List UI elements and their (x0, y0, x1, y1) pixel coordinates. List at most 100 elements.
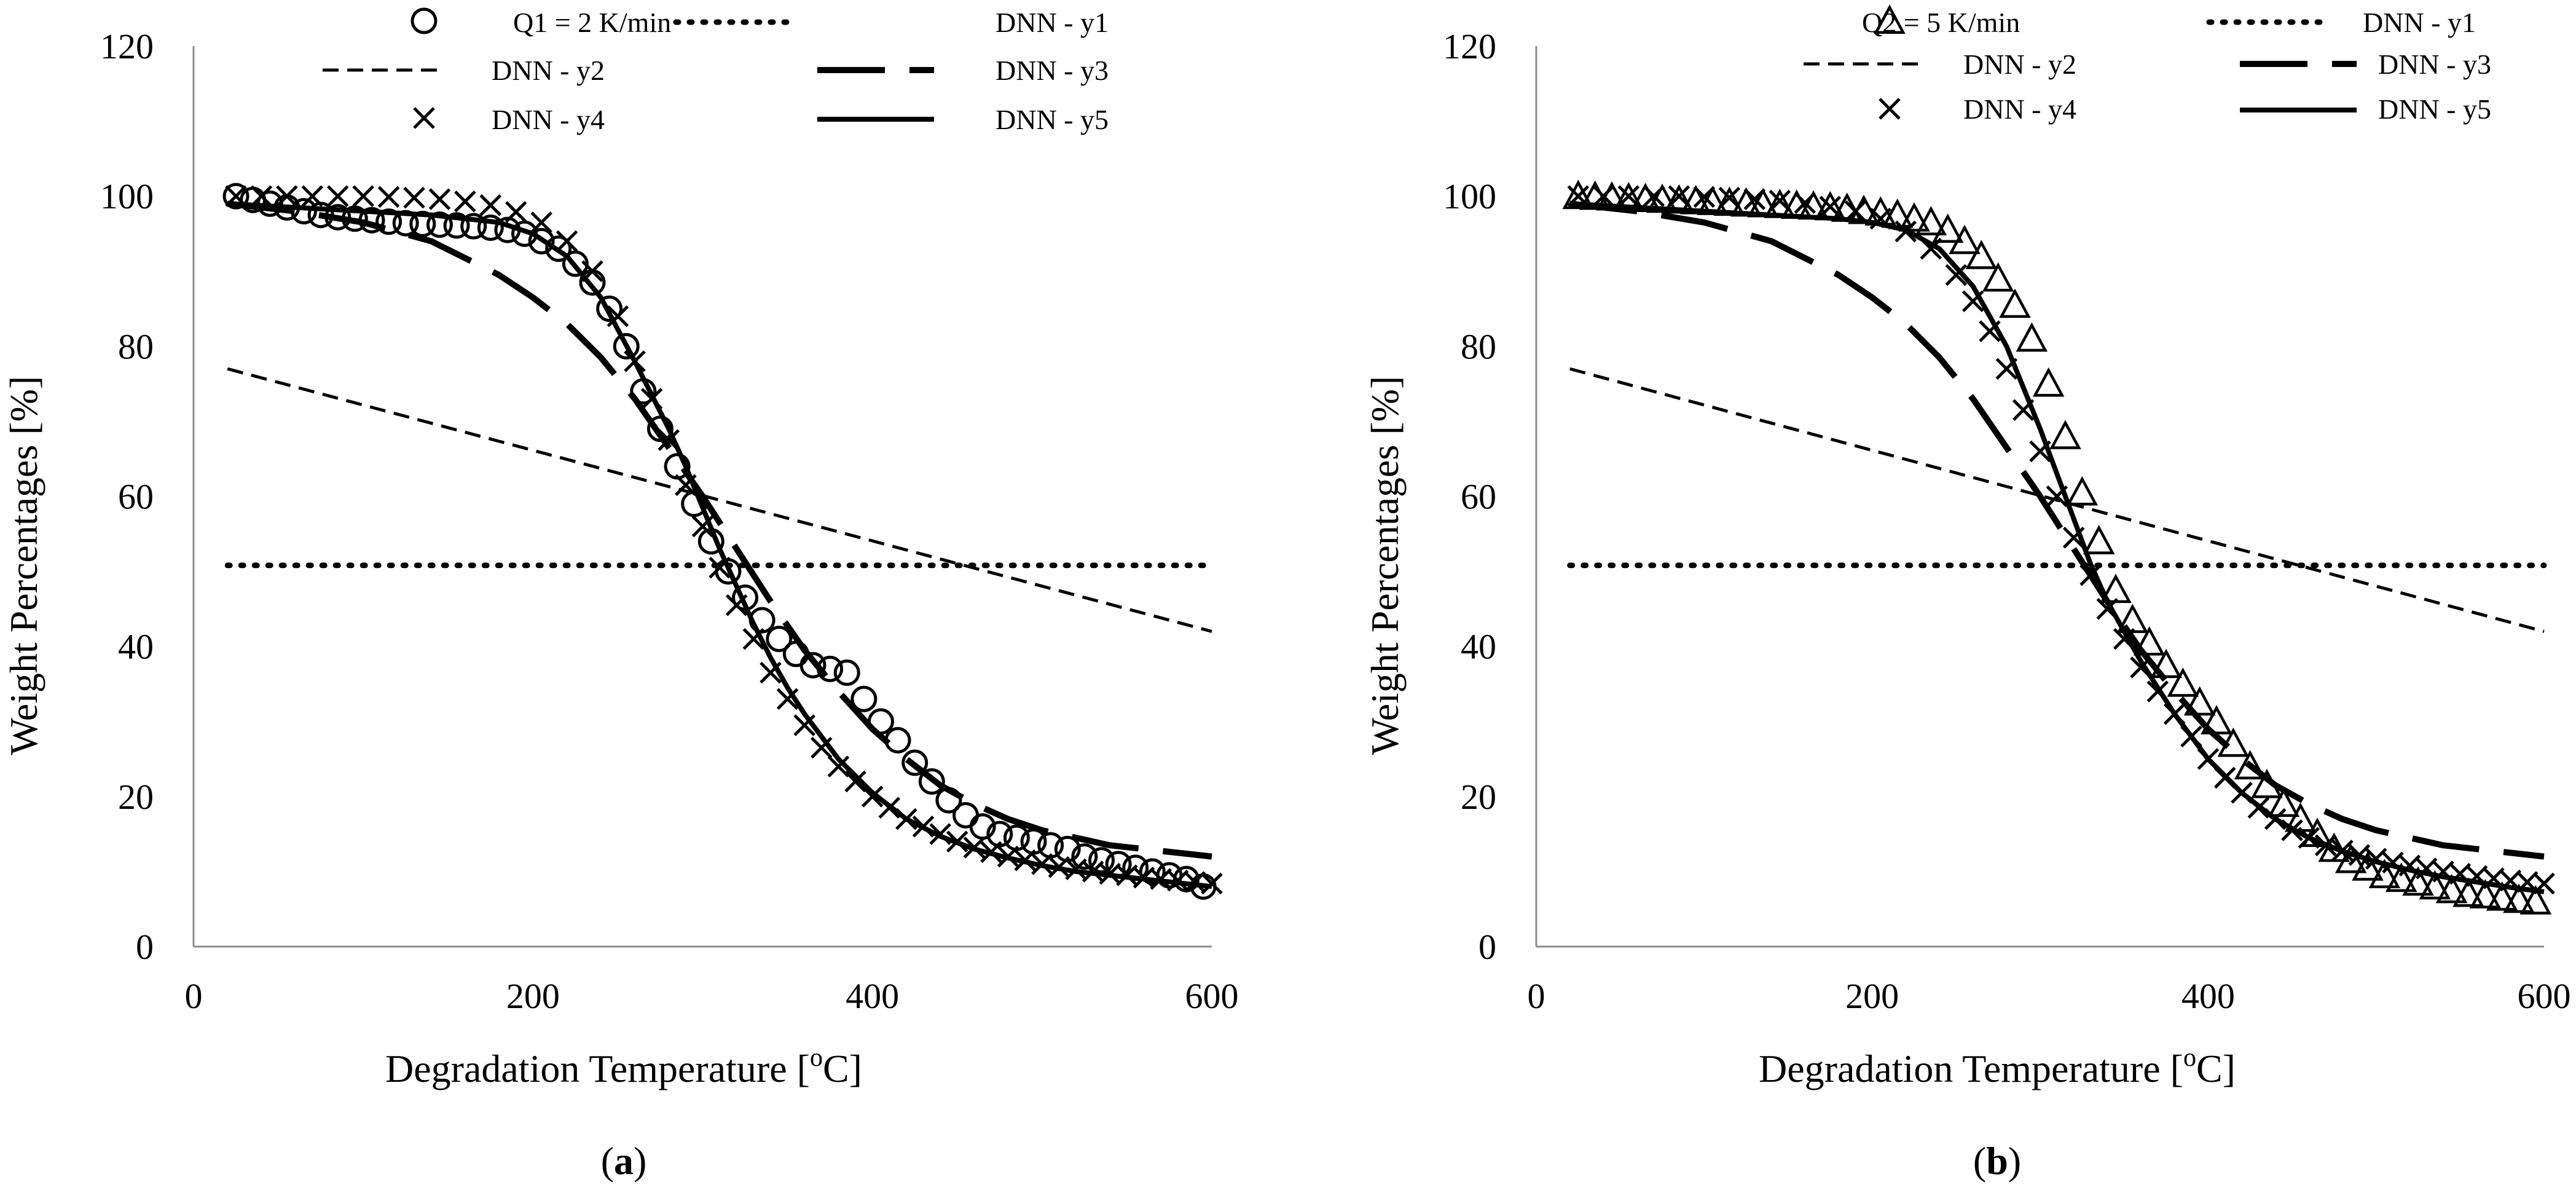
legend-label-dnn-y3: DNN - y3 (2378, 49, 2491, 80)
x-axis-title-degree: o (2183, 1044, 2196, 1072)
series-dnn-y4-point (1769, 189, 1791, 212)
series-dnn-y4-point (1718, 186, 1741, 209)
series-dnn-y2-line (1569, 367, 2545, 633)
x-tick-label: 400 (846, 976, 899, 1016)
series-q1-2-k-min-point (545, 235, 572, 262)
series-q2-5-k-min-point (2452, 877, 2484, 907)
series-q2-5-k-min-point (1965, 240, 1998, 269)
series-q2-5-k-min-point (2519, 885, 2552, 915)
series-q1-2-k-min-point (477, 214, 504, 241)
x-axis-title-unit: C] (2196, 1047, 2236, 1090)
legend-label-dnn-y3: DNN - y3 (995, 55, 1109, 86)
y-axis-title: Weight Percentages [%] (1363, 376, 1407, 755)
series-dnn-y4-point (1819, 195, 1842, 218)
panel-label: (a) (601, 1139, 647, 1183)
legend-symbol-q1-2-k-min (410, 7, 438, 34)
series-q2-5-k-min-point (2133, 626, 2166, 656)
series-q2-5-k-min-point (1949, 224, 1981, 254)
series-dnn-y4-point (776, 688, 799, 710)
legend-label-dnn-y4: DNN - y4 (492, 104, 605, 135)
y-tick-label: 80 (118, 326, 154, 366)
x-axis-title-main: Degradation Temperature [ (1759, 1047, 2183, 1090)
legend-label-dnn-y1: DNN - y1 (995, 7, 1109, 38)
legend-label-dnn-y5: DNN - y5 (2378, 93, 2491, 125)
series-dnn-y4-point (428, 188, 451, 210)
series-dnn-y4-point (1592, 185, 1615, 207)
series-dnn-y4-point (1201, 872, 1223, 895)
series-dnn-y4-point (377, 186, 400, 208)
series-q1-2-k-min-point (596, 295, 623, 322)
series-dnn-y4-point (276, 185, 298, 207)
series-dnn-y4-point (530, 211, 552, 234)
legend-label-dnn-y4: DNN - y4 (1963, 93, 2076, 125)
series-dnn-y3-line (1569, 200, 2545, 860)
series-q2-5-k-min-point (2385, 862, 2417, 892)
y-tick-label: 20 (1461, 777, 1496, 817)
y-tick-label: 80 (1461, 326, 1496, 366)
series-dnn-y4-point (1184, 871, 1206, 893)
series-q1-2-k-min-point (562, 250, 589, 277)
series-q1-2-k-min-point (426, 211, 453, 238)
series-dnn-y4-point (250, 185, 273, 207)
legend-symbol-dnn-y4 (413, 107, 435, 129)
series-q1-2-k-min-point (528, 227, 555, 254)
series-dnn-y5-line (227, 201, 1212, 889)
y-tick-label: 120 (100, 26, 154, 66)
series-q1-2-k-min-point (766, 625, 793, 652)
y-tick-label: 60 (118, 477, 154, 517)
x-tick-label: 0 (1528, 976, 1545, 1016)
y-tick-label: 0 (136, 927, 154, 967)
panel-letter: a (614, 1139, 634, 1183)
legend: Q1 = 2 K/min DNN - y1 DNN - y2 DNN - y3 … (323, 7, 1109, 135)
series-q1-2-k-min-point (460, 213, 487, 240)
series-dnn-y4-point (505, 201, 527, 223)
legend-symbol-q2-5-k-min (1874, 4, 1906, 34)
series-dnn-y4-point (556, 230, 578, 253)
series-dnn-y4-point (1643, 185, 1665, 207)
y-tick-label: 20 (118, 777, 154, 817)
series-q2-5-k-min-point (2183, 686, 2216, 716)
y-tick-label: 0 (1478, 927, 1496, 967)
series-q2-5-k-min-point (2469, 879, 2502, 908)
series-q2-5-k-min-point (1982, 262, 2014, 292)
series-q2-5-k-min-point (2503, 883, 2535, 913)
legend-label-dnn-y1: DNN - y1 (2363, 7, 2476, 38)
series-dnn-y5-line (1569, 201, 2545, 894)
series-q2-5-k-min-point (2486, 881, 2518, 911)
y-tick-label: 120 (1443, 26, 1496, 66)
series-q2-5-k-min-point (2334, 843, 2367, 873)
x-axis-title-unit: C] (823, 1047, 862, 1090)
series-q1-2-k-min-point (799, 652, 827, 679)
series-q2-5-k-min-point (2419, 870, 2451, 900)
series-q2-5-k-min-point (2066, 476, 2099, 506)
legend-label-dnn-y2: DNN - y2 (492, 55, 605, 86)
x-tick-label: 200 (506, 976, 560, 1016)
series-q1-2-k-min-point (1071, 843, 1098, 870)
series-q1-2-k-min-point (1139, 858, 1166, 885)
axes: 0 20 40 60 80 100 120 0 200 400 600 (100, 26, 1239, 1016)
x-tick-label: 600 (1185, 976, 1239, 1016)
y-tick-label: 100 (100, 176, 154, 216)
axes: 0 20 40 60 80 100 120 0 200 400 600 (1443, 26, 2571, 1016)
series-q1-2-k-min-point (375, 208, 402, 235)
x-axis-title: Degradation Temperature [oC] (1759, 1044, 2236, 1090)
series-q2-5-k-min-point (2435, 873, 2468, 904)
y-tick-label: 60 (1461, 477, 1496, 517)
series-dnn-y4-point (1617, 185, 1640, 207)
series-q2-5-k-min-point (2016, 322, 2048, 352)
x-tick-label: 200 (1845, 976, 1899, 1016)
plot-area (1562, 179, 2555, 915)
series-dnn-y3-line (227, 200, 1212, 860)
series-dnn-y4-point (1743, 188, 1766, 210)
series-q2-5-k-min-point (2049, 420, 2081, 449)
series-dnn-y4-point (1945, 264, 1968, 286)
series-q2-5-k-min-point (1999, 288, 2031, 318)
series-q2-5-k-min-point (2268, 787, 2300, 817)
series-q2-5-k-min-point (2167, 667, 2199, 697)
series-q2-5-k-min-point (2083, 525, 2115, 554)
series-q1-2-k-min-point (833, 659, 860, 686)
panel-letter: b (1986, 1139, 2008, 1183)
series-dnn-y4-point (352, 185, 374, 207)
series-dnn-y2-line (227, 367, 1212, 633)
